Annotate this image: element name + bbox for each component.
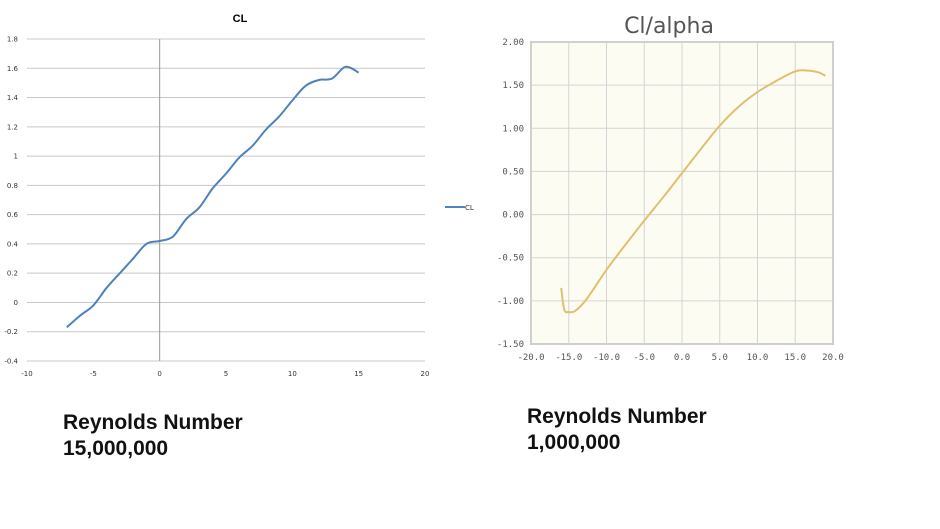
series-line-cl <box>66 65 360 329</box>
y-tick-label: 2.00 <box>502 38 524 48</box>
x-tick-label: -5 <box>90 370 97 378</box>
x-tick-label: 15.0 <box>784 353 806 363</box>
y-tick-label: -0.4 <box>4 358 18 366</box>
x-tick-label: 15 <box>354 370 363 378</box>
x-tick-label: -15.0 <box>555 353 582 363</box>
y-tick-label: 1.6 <box>7 65 19 73</box>
y-tick-label: 0.6 <box>7 211 19 219</box>
x-tick-label: -10 <box>21 370 32 378</box>
y-tick-label: 0.00 <box>502 211 524 221</box>
y-tick-label: 0.50 <box>502 167 524 177</box>
y-tick-label: 1.4 <box>7 94 19 102</box>
y-tick-label: 1.8 <box>7 36 18 44</box>
x-tick-label: 20 <box>421 370 430 378</box>
y-tick-label: -1.50 <box>497 340 524 350</box>
y-tick-label: -0.2 <box>4 328 18 336</box>
x-tick-label: 10.0 <box>747 353 769 363</box>
y-tick-label: 0.2 <box>7 270 18 278</box>
y-tick-label: -0.50 <box>497 254 524 264</box>
chart-title: Cl/alpha <box>624 14 714 39</box>
y-tick-label: 1 <box>14 153 18 161</box>
x-tick-label: -5.0 <box>633 353 655 363</box>
x-tick-label: 5.0 <box>712 353 728 363</box>
caption-label: Reynolds Number <box>527 405 707 428</box>
x-tick-label: -10.0 <box>593 353 620 363</box>
right-caption: Reynolds Number 1,000,000 <box>527 404 707 456</box>
y-tick-label: 1.2 <box>7 123 18 131</box>
y-tick-label: 0 <box>14 299 18 307</box>
left-caption: Reynolds Number 15,000,000 <box>63 410 243 462</box>
x-tick-label: 0.0 <box>674 353 690 363</box>
chart-title: CL <box>233 13 248 25</box>
y-tick-label: 0.4 <box>7 240 19 248</box>
y-tick-label: -1.00 <box>497 297 524 307</box>
series-line-cl-alpha <box>560 69 826 314</box>
legend-label: CL <box>465 204 474 212</box>
x-tick-label: -20.0 <box>517 353 544 363</box>
caption-label: Reynolds Number <box>63 411 243 434</box>
caption-value: 15,000,000 <box>63 437 169 460</box>
x-tick-label: 5 <box>224 370 228 378</box>
y-tick-label: 1.00 <box>502 124 524 134</box>
caption-value: 1,000,000 <box>527 431 621 454</box>
x-tick-label: 0 <box>157 370 161 378</box>
x-tick-label: 10 <box>288 370 297 378</box>
y-tick-label: 0.8 <box>7 182 18 190</box>
y-tick-label: 1.50 <box>502 81 524 91</box>
x-tick-label: 20.0 <box>822 353 844 363</box>
